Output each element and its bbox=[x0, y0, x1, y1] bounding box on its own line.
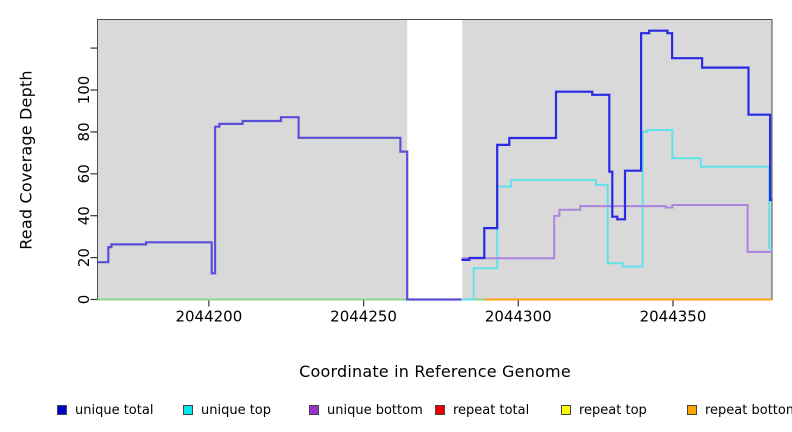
legend-item-unique-total: unique total bbox=[57, 402, 153, 418]
legend-swatch-repeat-top bbox=[561, 405, 571, 415]
x-axis-tick-label: 2044200 bbox=[175, 308, 242, 326]
y-axis-tick-label: 80 bbox=[75, 122, 93, 141]
x-axis-tick-label: 2044300 bbox=[485, 308, 552, 326]
legend-swatch-repeat-total bbox=[435, 405, 445, 415]
zero-coverage-band bbox=[407, 19, 463, 300]
legend-label: repeat top bbox=[579, 402, 647, 418]
y-axis-tick-label: 40 bbox=[75, 206, 93, 225]
x-axis-tick-label: 2044350 bbox=[640, 308, 707, 326]
series-unique-total-right-segment-line bbox=[461, 29, 772, 261]
y-axis-title: Read Coverage Depth bbox=[16, 70, 36, 250]
legend-label: unique total bbox=[75, 402, 154, 418]
legend-item-unique-top: unique top bbox=[183, 402, 271, 418]
legend: unique total unique top unique bottom repea… bbox=[0, 402, 792, 424]
legend-label: repeat bottom bbox=[705, 402, 792, 418]
y-axis-tick-label: 100 bbox=[75, 76, 93, 105]
series-unique-bottom-line bbox=[461, 204, 772, 260]
legend-label: unique bottom bbox=[327, 402, 423, 418]
x-axis-tick-label: 2044250 bbox=[330, 308, 397, 326]
y-axis-tick-label: 60 bbox=[75, 164, 93, 183]
legend-swatch-unique-bottom bbox=[309, 405, 319, 415]
legend-swatch-unique-top bbox=[183, 405, 193, 415]
y-axis-tick-label: 0 bbox=[75, 295, 93, 305]
legend-swatch-repeat-bottom bbox=[687, 405, 697, 415]
legend-item-repeat-top: repeat top bbox=[561, 402, 647, 418]
legend-swatch-unique-total bbox=[57, 405, 67, 415]
legend-item-repeat-bottom: repeat bottom bbox=[687, 402, 792, 418]
legend-label: repeat total bbox=[453, 402, 530, 418]
y-axis-tick-label: 20 bbox=[75, 248, 93, 267]
series-unique-total-left-segment-line bbox=[97, 116, 462, 301]
legend-item-repeat-total: repeat total bbox=[435, 402, 529, 418]
legend-item-unique-bottom: unique bottom bbox=[309, 402, 423, 418]
legend-label: unique top bbox=[201, 402, 272, 418]
x-axis-title: Coordinate in Reference Genome bbox=[299, 362, 571, 381]
